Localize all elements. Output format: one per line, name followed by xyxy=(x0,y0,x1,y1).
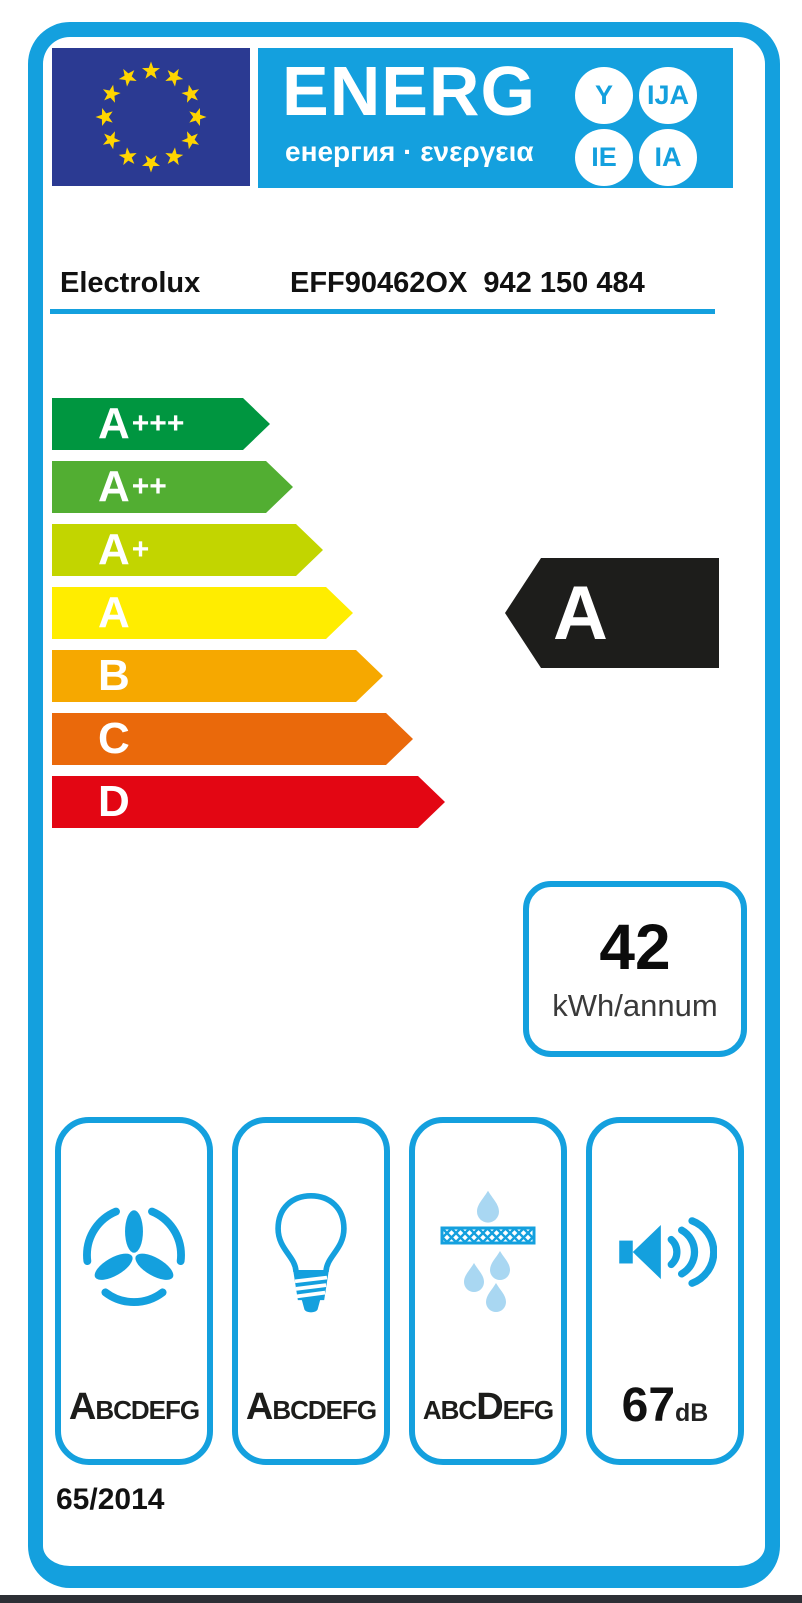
class-letter: A xyxy=(98,525,130,574)
metric-box-fluid-dynamic: ABCDEFG xyxy=(55,1117,213,1465)
suffix-bubble-ija: IJA xyxy=(639,67,697,124)
energy-class-arrow: A xyxy=(52,587,353,639)
eu-flag xyxy=(52,48,250,186)
class-suffix: +++ xyxy=(131,407,185,440)
label-frame: ENERG енергия · ενεργεια Y IJA IE IA Ele… xyxy=(28,22,780,1588)
fluid-dynamic-grade: ABCDEFG xyxy=(68,1386,200,1428)
energy-class-arrow: A +++ xyxy=(52,398,270,450)
rating-letter: A xyxy=(553,570,608,656)
energy-class-scale: A +++ A ++ A + A B C D xyxy=(52,398,445,828)
language-suffix-bubbles: Y IJA IE IA xyxy=(575,67,697,186)
suffix-bubble-y: Y xyxy=(575,67,633,124)
energy-class-arrow: B xyxy=(52,650,383,702)
brand-name: Electrolux xyxy=(60,267,201,299)
class-letter: A xyxy=(98,399,130,448)
class-letter: A xyxy=(98,588,130,637)
grease-filter-icon xyxy=(440,1190,536,1312)
lighting-grade: ABCDEFG xyxy=(245,1386,377,1428)
metric-box-noise: 67dB xyxy=(586,1117,744,1465)
rating-arrow: A xyxy=(505,558,719,668)
energy-logo: ENERG енергия · ενεργεια Y IJA IE IA xyxy=(258,48,733,188)
noise-unit: dB xyxy=(675,1399,709,1427)
energy-class-arrow: A ++ xyxy=(52,461,293,513)
logo-title: ENERG xyxy=(282,52,536,130)
divider-line xyxy=(50,309,715,314)
bottom-edge-strip xyxy=(0,1595,802,1603)
class-letter: C xyxy=(98,714,130,763)
grease-filtering-grade: ABCDEFG xyxy=(422,1386,554,1428)
energy-class-arrow: D xyxy=(52,776,445,828)
metric-box-grease-filtering: ABCDEFG xyxy=(409,1117,567,1465)
energy-class-arrow: C xyxy=(52,713,413,765)
class-letter: D xyxy=(98,777,130,826)
energy-class-arrow: A + xyxy=(52,524,323,576)
product-row: Electrolux EFF90462OX 942 150 484 xyxy=(43,267,765,307)
suffix-bubble-ia: IA xyxy=(639,129,697,186)
logo-subtitle: енергия · ενεργεια xyxy=(285,136,534,167)
model-number: EFF90462OX 942 150 484 xyxy=(290,267,645,299)
class-suffix: ++ xyxy=(131,470,167,503)
metric-boxes: ABCDEFG xyxy=(43,1117,765,1465)
class-letter: B xyxy=(98,651,130,700)
metric-box-lighting: ABCDEFG xyxy=(232,1117,390,1465)
noise-level: 67dB xyxy=(622,1378,709,1433)
energy-consumption-box: 42 kWh/annum xyxy=(523,881,747,1057)
energy-unit: kWh/annum xyxy=(552,988,718,1023)
fan-icon xyxy=(83,1203,185,1306)
energy-value: 42 xyxy=(599,911,671,983)
class-suffix: + xyxy=(131,533,150,566)
noise-icon xyxy=(619,1216,717,1287)
suffix-bubble-ie: IE xyxy=(575,129,633,186)
regulation-number: 65/2014 xyxy=(56,1483,165,1516)
bulb-icon xyxy=(275,1192,347,1312)
noise-value: 67 xyxy=(621,1379,676,1432)
class-letter: A xyxy=(98,462,130,511)
eu-flag-stars xyxy=(95,61,207,173)
